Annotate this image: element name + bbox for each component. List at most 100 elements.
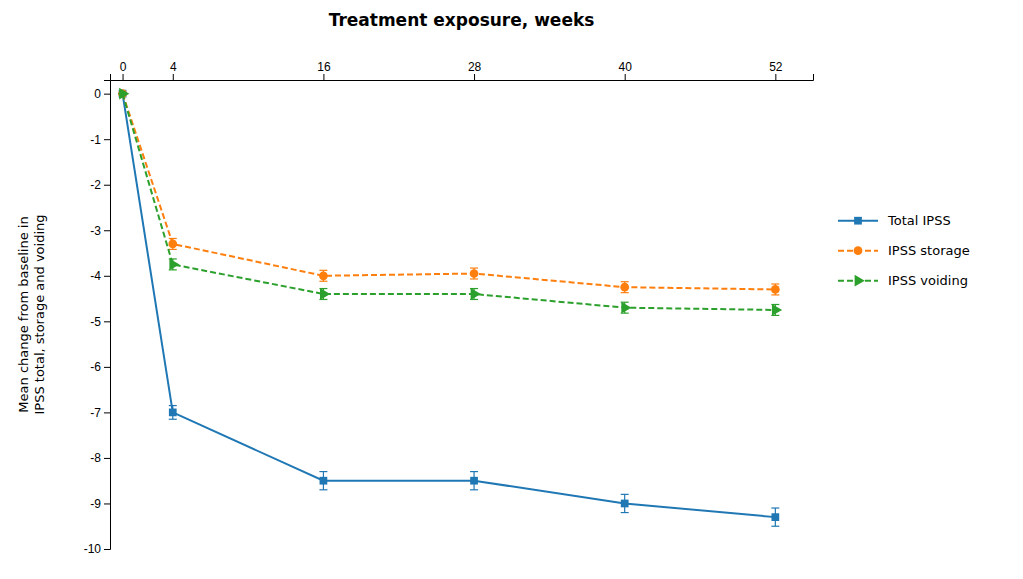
error-bar (621, 494, 629, 512)
error-bar-cap (621, 292, 629, 293)
x-tick-label: 0 (120, 60, 127, 74)
error-bar (470, 472, 478, 490)
series (119, 88, 783, 316)
x-tick-label: 28 (468, 60, 482, 74)
error-bar-cap (169, 249, 177, 250)
x-tick-mark (775, 74, 776, 80)
series-line (123, 94, 776, 310)
y-tick-label: -6 (90, 360, 101, 374)
error-bar-cap (319, 270, 327, 271)
point (470, 477, 478, 485)
error-bar (621, 282, 629, 293)
series (119, 90, 780, 526)
point (621, 500, 629, 508)
y-axis-title: Mean change from baseline inIPSS total, … (16, 214, 47, 414)
x-tick: 28 (468, 60, 482, 80)
error-bar-cap (470, 471, 478, 472)
error-bar-cap (169, 419, 177, 420)
y-axis-title-line: Mean change from baseline in (16, 216, 31, 412)
x-axis-line (111, 74, 814, 81)
legend-item: Total IPSS (838, 213, 951, 228)
y-tick-label: -3 (90, 224, 101, 238)
chart: 04162840520-1-2-3-4-5-6-7-8-9-10Treatmen… (0, 0, 1023, 579)
x-tick-mark (474, 74, 475, 80)
x-axis: 0 4 16 28 40 52 (111, 60, 814, 81)
y-tick-label: -5 (90, 315, 101, 329)
error-bar-cap (621, 512, 629, 513)
x-tick-label: 16 (317, 60, 331, 74)
y-tick: 0 (94, 87, 110, 101)
y-tick-label: -4 (90, 269, 101, 283)
x-tick: 52 (769, 60, 783, 80)
error-bar-cap (319, 489, 327, 490)
point (620, 283, 629, 292)
point (320, 477, 328, 485)
legend: Total IPSS IPSS storage IPSS voiding (838, 213, 970, 288)
error-bar-cap (470, 489, 478, 490)
point (470, 269, 479, 278)
error-bar-cap (169, 405, 177, 406)
y-tick: -3 (90, 224, 110, 238)
x-tick: 0 (120, 60, 127, 80)
point (168, 240, 177, 249)
y-tick-mark (104, 367, 110, 368)
y-tick-mark (104, 321, 110, 322)
legend-marker (854, 217, 862, 225)
y-tick: -1 (90, 133, 110, 147)
point (772, 304, 782, 316)
error-bar-cap (771, 526, 779, 527)
x-tick-mark (173, 74, 174, 80)
point (319, 271, 328, 280)
y-tick: -2 (90, 178, 110, 192)
y-tick-mark (104, 503, 110, 504)
point (119, 88, 129, 100)
y-tick-label: -1 (90, 133, 101, 147)
error-bar-cap (621, 494, 629, 495)
point (169, 259, 179, 271)
series-line (123, 94, 776, 517)
error-bar (169, 238, 177, 249)
legend-item: IPSS storage (838, 243, 970, 258)
error-bar-cap (319, 281, 327, 282)
series (118, 89, 780, 295)
y-tick: -6 (90, 360, 110, 374)
y-tick-label: -2 (90, 178, 101, 192)
series-line (123, 94, 776, 290)
x-tick: 40 (619, 60, 633, 80)
y-tick-mark (104, 139, 110, 140)
x-tick-label: 52 (769, 60, 783, 74)
y-tick: -8 (90, 451, 110, 465)
error-bar-cap (470, 267, 478, 268)
x-tick-mark (323, 74, 324, 80)
y-tick: -9 (90, 497, 110, 511)
error-bar (771, 284, 779, 295)
point (320, 288, 330, 300)
x-tick: 4 (170, 60, 177, 80)
y-tick: -7 (90, 406, 110, 420)
point (471, 288, 481, 300)
legend-label: IPSS storage (888, 243, 970, 258)
error-bar-cap (771, 294, 779, 295)
legend-label: IPSS voiding (888, 273, 968, 288)
legend-label: Total IPSS (887, 213, 951, 228)
legend-marker (854, 246, 863, 255)
y-tick-mark (104, 412, 110, 413)
error-bar-cap (470, 278, 478, 279)
y-tick-mark (104, 94, 110, 95)
y-axis-title-line: IPSS total, storage and voiding (32, 214, 47, 414)
marks (118, 88, 782, 526)
error-bar (470, 268, 478, 279)
y-tick-label: -10 (84, 542, 102, 556)
legend-marker (855, 275, 865, 287)
point (621, 302, 631, 314)
plot: 0 4 16 28 40 52 0 -1 -2 -3 -4 -5 -6 -7 -8 -9 -10 (84, 60, 814, 556)
y-tick-mark (104, 230, 110, 231)
point (771, 513, 779, 521)
point (771, 285, 780, 294)
y-tick-label: -9 (90, 497, 101, 511)
error-bar-cap (771, 283, 779, 284)
y-tick: -4 (90, 269, 110, 283)
x-tick-label: 40 (619, 60, 633, 74)
y-axis-line (104, 81, 111, 550)
point (169, 409, 177, 417)
